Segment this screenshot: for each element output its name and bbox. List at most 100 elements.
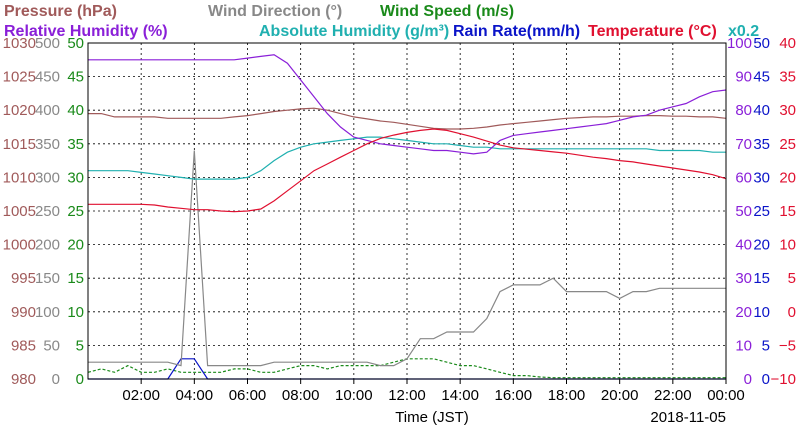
header-item: Absolute Humidity (g/m³) (259, 23, 449, 40)
tick-label-wind_direction: 300 (35, 169, 60, 186)
tick-label-temperature: −5 (779, 337, 796, 354)
tick-label-pressure: 995 (11, 270, 36, 287)
tick-label-rain: 5 (762, 337, 770, 354)
header-row-1: Pressure (hPa) Wind Direction (°) Wind Spe… (4, 3, 514, 20)
tick-label-humidity: 80 (735, 102, 752, 119)
tick-label-pressure: 1015 (3, 136, 36, 153)
tick-label-wind_speed: 5 (76, 337, 84, 354)
x-tick-label: 00:00 (707, 387, 745, 404)
tick-label-temperature: 20 (779, 169, 796, 186)
tick-label-humidity: 40 (735, 237, 752, 254)
tick-label-temperature: 10 (779, 237, 796, 254)
tick-label-temperature: 15 (779, 203, 796, 220)
tick-label-humidity: 70 (735, 136, 752, 153)
tick-label-wind_direction: 400 (35, 102, 60, 119)
x-tick-label: 18:00 (548, 387, 586, 404)
tick-label-temperature: 5 (788, 270, 796, 287)
x-tick-label: 12:00 (388, 387, 426, 404)
left-axis-ticks: 1030102510201015101010051000995990985980… (3, 35, 84, 388)
tick-label-rain: 30 (753, 169, 770, 186)
series-line (88, 136, 726, 180)
tick-label-rain: 10 (753, 304, 770, 321)
header-item: Pressure (hPa) (4, 3, 117, 20)
tick-label-wind_speed: 25 (67, 203, 84, 220)
tick-label-humidity: 90 (735, 69, 752, 86)
x-tick-label: 20:00 (601, 387, 639, 404)
tick-label-humidity: 50 (735, 203, 752, 220)
tick-label-wind_direction: 500 (35, 35, 60, 52)
series-line (88, 107, 727, 130)
tick-label-wind_direction: 50 (43, 337, 60, 354)
x-tick-label: 22:00 (654, 387, 692, 404)
series-line (88, 150, 726, 367)
tick-label-temperature: 25 (779, 136, 796, 153)
tick-label-pressure: 1030 (3, 35, 36, 52)
tick-label-pressure: 1025 (3, 69, 36, 86)
series-line (88, 128, 727, 213)
tick-label-wind_speed: 50 (67, 35, 84, 52)
tick-label-humidity: 30 (735, 270, 752, 287)
tick-label-temperature: 30 (779, 102, 796, 119)
tick-label-wind_speed: 35 (67, 136, 84, 153)
tick-label-rain: 40 (753, 102, 770, 119)
x-axis-label: Time (JST) (395, 409, 469, 426)
header-item: Temperature (°C) (588, 23, 717, 40)
header-item: Relative Humidity (%) (4, 23, 168, 40)
tick-label-wind_direction: 100 (35, 304, 60, 321)
grid (88, 43, 726, 379)
tick-label-wind_direction: 200 (35, 237, 60, 254)
tick-label-temperature: 0 (788, 304, 796, 321)
tick-label-wind_speed: 30 (67, 169, 84, 186)
tick-label-wind_direction: 250 (35, 203, 60, 220)
tick-label-wind_direction: 450 (35, 69, 60, 86)
tick-label-humidity: 0 (744, 371, 752, 388)
tick-label-wind_direction: 0 (52, 371, 60, 388)
header-item: Wind Direction (°) (208, 3, 342, 20)
abs-humidity-scale-label: x0.2 (728, 23, 759, 40)
tick-label-humidity: 100 (727, 35, 752, 52)
tick-label-pressure: 1005 (3, 203, 36, 220)
series-line (88, 54, 727, 155)
tick-label-rain: 25 (753, 203, 770, 220)
tick-label-wind_speed: 15 (67, 270, 84, 287)
tick-label-humidity: 60 (735, 169, 752, 186)
tick-label-rain: 50 (753, 35, 770, 52)
tick-label-pressure: 1010 (3, 169, 36, 186)
header-item: Wind Speed (m/s) (380, 3, 514, 20)
x-tick-label: 10:00 (335, 387, 373, 404)
right-axis-ticks: 1009080706050403020100504540353025201510… (727, 35, 796, 388)
x-tick-label: 04:00 (176, 387, 214, 404)
tick-label-wind_speed: 10 (67, 304, 84, 321)
x-tick-label: 16:00 (495, 387, 533, 404)
tick-label-rain: 35 (753, 136, 770, 153)
tick-label-temperature: 35 (779, 69, 796, 86)
x-tick-label: 14:00 (441, 387, 479, 404)
x-axis-ticks: 02:00 04:00 06:00 08:00 10:00 12:00 14:00 16:00… (122, 379, 745, 404)
tick-label-wind_speed: 40 (67, 102, 84, 119)
tick-label-pressure: 980 (11, 371, 36, 388)
tick-label-humidity: 10 (735, 337, 752, 354)
tick-label-wind_direction: 150 (35, 270, 60, 287)
tick-label-pressure: 1020 (3, 102, 36, 119)
header-item: Rain Rate(mm/h) (453, 23, 580, 40)
tick-label-pressure: 985 (11, 337, 36, 354)
tick-label-rain: 20 (753, 237, 770, 254)
tick-label-rain: 45 (753, 69, 770, 86)
x-tick-label: 06:00 (229, 387, 267, 404)
tick-label-wind_direction: 350 (35, 136, 60, 153)
x-tick-label: 08:00 (282, 387, 320, 404)
tick-label-pressure: 990 (11, 304, 36, 321)
tick-label-rain: 0 (762, 371, 770, 388)
header-row-2: Relative Humidity (%) Absolute Humidity (… (4, 23, 717, 40)
tick-label-wind_speed: 45 (67, 69, 84, 86)
date-label: 2018-11-05 (650, 409, 726, 426)
x-tick-label: 02:00 (122, 387, 160, 404)
tick-label-temperature: 40 (779, 35, 796, 52)
tick-label-humidity: 20 (735, 304, 752, 321)
tick-label-wind_speed: 0 (76, 371, 84, 388)
tick-label-temperature: −10 (771, 371, 796, 388)
tick-label-rain: 15 (753, 270, 770, 287)
tick-label-wind_speed: 20 (67, 237, 84, 254)
tick-label-pressure: 1000 (3, 237, 36, 254)
